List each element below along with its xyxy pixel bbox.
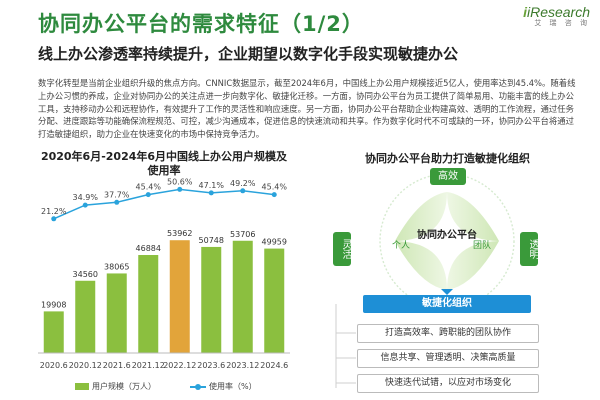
x-tick-label: 2020.12	[69, 361, 102, 370]
bar-value-label: 38065	[104, 262, 129, 271]
bar-value-label: 53706	[230, 230, 255, 239]
x-tick-label: 2023.12	[226, 361, 259, 370]
rate-label: 47.1%	[199, 181, 225, 190]
bar	[232, 240, 253, 353]
rate-label: 49.2%	[230, 179, 256, 188]
bar-value-label: 34560	[73, 270, 98, 279]
rate-label: 37.7%	[104, 190, 130, 199]
x-tick-label: 2023.6	[197, 361, 225, 370]
bar	[43, 311, 64, 353]
legend-line-swatch	[190, 383, 206, 390]
rate-label: 21.2%	[41, 207, 67, 216]
node-efficient-bg	[430, 168, 466, 185]
bar	[201, 246, 222, 353]
node-transparent: 透明	[527, 239, 538, 259]
page-title: 协同办公平台的需求特征（1/2）	[38, 12, 364, 36]
rate-point	[177, 186, 183, 192]
legend-line: 使用率（%）	[190, 381, 257, 392]
left-leaf-bottom	[395, 241, 447, 290]
bar-value-label: 46884	[136, 244, 161, 253]
rate-label: 34.9%	[73, 193, 99, 202]
rate-point	[114, 199, 120, 205]
right-leaf-top	[447, 192, 499, 241]
bar-value-label: 49959	[262, 238, 287, 247]
chart-title: 2020年6月-2024年6月中国线上办公用户规模及使用率	[40, 150, 288, 177]
rate-label: 50.6%	[167, 177, 193, 186]
page-subtitle: 线上办公渗透率持续提升，企业期望以数字化手段实现敏捷办公	[38, 45, 459, 63]
list-item: 信息共享、管理透明、决策高质量	[357, 349, 539, 368]
bar-value-label: 50748	[199, 236, 224, 245]
left-leaf-top	[395, 192, 447, 241]
rate-point	[208, 190, 214, 196]
banner-bg	[363, 295, 531, 313]
iresearch-logo: iiResearch 艾 瑞 咨 询	[520, 4, 590, 28]
bar	[169, 240, 190, 353]
right-leaf-bottom	[447, 241, 499, 290]
rate-line	[53, 188, 275, 220]
node-flexible: 灵活	[340, 239, 351, 259]
legend-bar: 用户规模（万人）	[75, 381, 156, 392]
inner-label-team: 团队	[472, 241, 491, 251]
inner-label-individual: 个人	[391, 241, 410, 251]
x-tick-label: 2020.6	[40, 361, 68, 370]
rate-point	[240, 188, 246, 194]
rate-point	[51, 216, 57, 222]
bar	[138, 255, 159, 353]
bar-value-label: 53962	[167, 229, 192, 238]
rate-label: 45.4%	[262, 183, 288, 192]
x-tick-label: 2021.12	[132, 361, 165, 370]
banner-label: 敏捷化组织	[422, 298, 472, 309]
legend-line-label: 使用率（%）	[209, 382, 257, 391]
rate-point	[271, 192, 277, 198]
node-flexible-bg	[333, 232, 351, 266]
node-efficient: 高效	[438, 171, 458, 182]
x-tick-label: 2022.12	[163, 361, 196, 370]
x-tick-label: 2024.6	[260, 361, 288, 370]
x-tick-label: 2021.6	[103, 361, 131, 370]
node-transparent-bg	[520, 232, 538, 266]
list-item: 打造高效率、跨职能的团队协作	[357, 324, 539, 343]
rate-point	[82, 202, 88, 208]
bar	[264, 248, 285, 353]
legend-bar-label: 用户规模（万人）	[92, 382, 156, 391]
legend-bar-swatch	[75, 383, 89, 390]
body-paragraph: 数字化转型是当前企业组织升级的焦点方向。CNNIC数据显示，截至2024年6月，…	[38, 78, 576, 140]
bar-value-label: 19908	[41, 300, 66, 309]
logo-subtitle: 艾 瑞 咨 询	[534, 19, 590, 27]
rate-point	[145, 192, 151, 198]
bar	[106, 273, 127, 353]
list-item: 快速迭代试错，以应对市场变化	[357, 374, 539, 393]
logo-brand: iiResearch	[523, 4, 590, 20]
diagram-title: 协同办公平台助力打造敏捷化组织	[365, 152, 530, 165]
center-label: 协同办公平台	[417, 230, 477, 241]
bar	[75, 280, 96, 353]
rate-label: 45.4%	[136, 183, 162, 192]
banner-arrow	[441, 289, 453, 295]
